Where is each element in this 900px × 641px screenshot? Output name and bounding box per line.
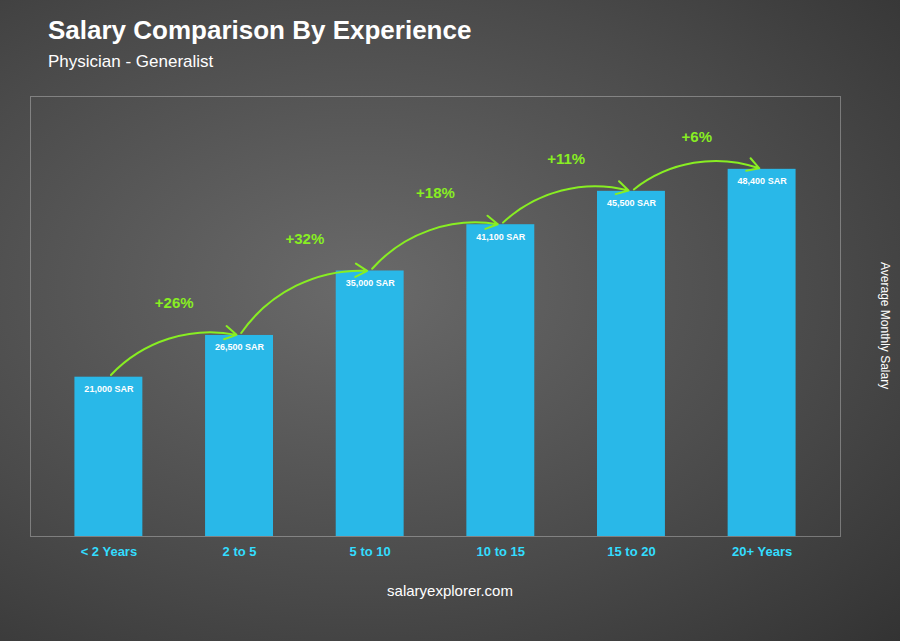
svg-text:+32%: +32% — [285, 230, 324, 247]
svg-text:+6%: +6% — [682, 128, 712, 145]
svg-text:5 to 10: 5 to 10 — [350, 544, 391, 559]
svg-text:+11%: +11% — [547, 150, 585, 167]
html-text:Average Monthly Salary: Average Monthly Salary — [878, 262, 892, 390]
svg-text:21,000 SAR: 21,000 SAR — [84, 384, 134, 394]
svg-text:41,100 SAR: 41,100 SAR — [476, 232, 526, 242]
svg-text:< 2 Years: < 2 Years — [81, 544, 138, 559]
svg-text:10 to 15: 10 to 15 — [477, 544, 525, 559]
svg-text:15 to 20: 15 to 20 — [607, 544, 655, 559]
svg-text:2 to 5: 2 to 5 — [223, 544, 257, 559]
svg-text:48,400 SAR: 48,400 SAR — [738, 176, 788, 186]
svg-text:+26%: +26% — [155, 294, 194, 311]
svg-text:26,500 SAR: 26,500 SAR — [215, 342, 265, 352]
svg-text:20+ Years: 20+ Years — [732, 544, 792, 559]
svg-text:+18%: +18% — [416, 184, 455, 201]
svg-text:45,500 SAR: 45,500 SAR — [607, 198, 657, 208]
svg-text:35,000 SAR: 35,000 SAR — [346, 278, 396, 288]
html-text:Salary Comparison By Experienc: Salary Comparison By Experience — [48, 15, 472, 45]
html-text:Physician - Generalist: Physician - Generalist — [48, 52, 214, 71]
html-text:salaryexplorer.com: salaryexplorer.com — [387, 582, 513, 599]
